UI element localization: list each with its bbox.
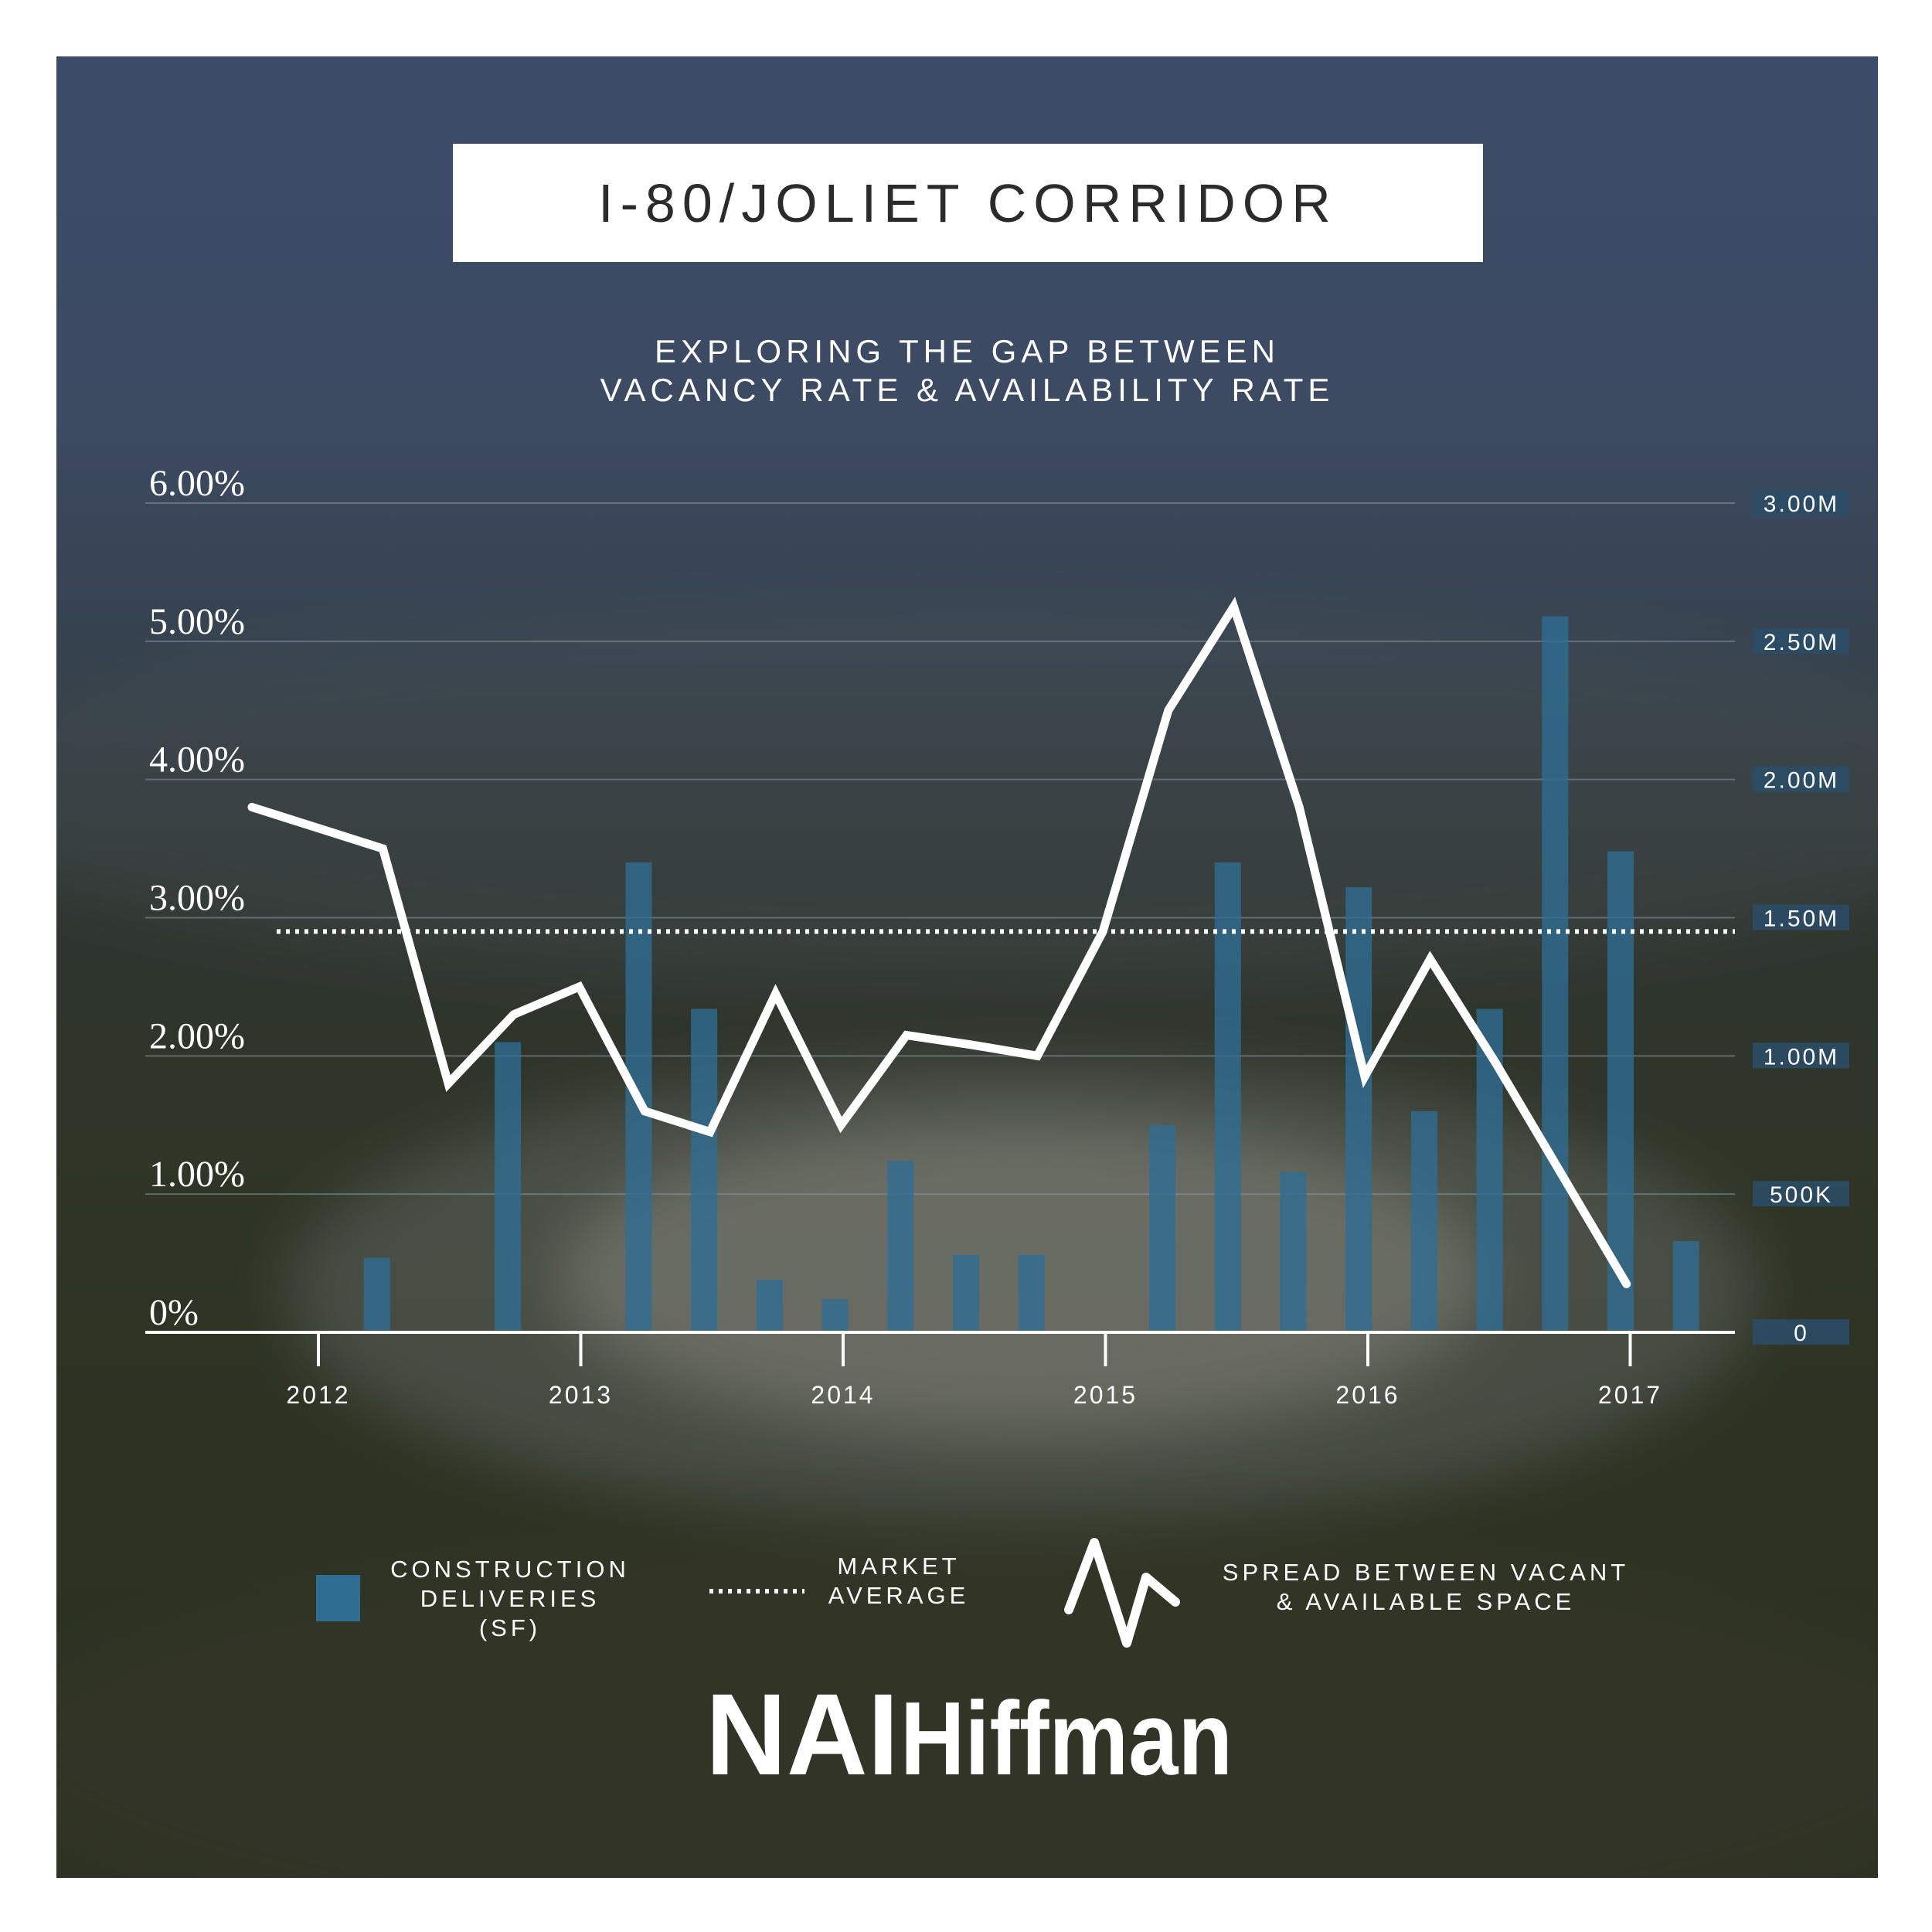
y-left-tick-label: 1.00% xyxy=(149,1154,245,1195)
x-tick-label: 2016 xyxy=(1335,1381,1400,1409)
y-right-tick-box xyxy=(1753,1319,1849,1345)
legend-spread-line-1: SPREAD BETWEEN VACANT xyxy=(1223,1559,1629,1586)
y-left-tick-label: 6.00% xyxy=(149,463,245,504)
delivery-bar xyxy=(1410,1111,1437,1332)
subtitle-line-2: VACANCY RATE & AVAILABILITY RATE xyxy=(600,372,1335,408)
y-right-tick-label: 1.50M xyxy=(1764,906,1839,932)
brand-logo: NAI Hiffman xyxy=(706,1675,1233,1791)
y-left-tick-label: 5.00% xyxy=(149,601,245,642)
y-right-tick-label: 3.00M xyxy=(1764,492,1839,517)
spread-polyline xyxy=(247,597,1631,1288)
y-right-tick-box xyxy=(1753,490,1849,515)
y-left-tick-label: 4.00% xyxy=(149,740,245,781)
brand-logo-nai: NAI xyxy=(706,1675,899,1791)
y-left-tick-label: 3.00% xyxy=(149,878,245,919)
delivery-bar xyxy=(953,1254,979,1332)
delivery-bar xyxy=(1018,1254,1045,1332)
x-tick-label: 2012 xyxy=(286,1381,350,1409)
delivery-bar xyxy=(1345,887,1372,1332)
delivery-bar xyxy=(1542,616,1569,1332)
delivery-bar xyxy=(1149,1124,1176,1332)
y-left-tick-label: 0% xyxy=(149,1292,199,1333)
y-right-tick-label: 1.00M xyxy=(1764,1044,1839,1070)
delivery-bar xyxy=(363,1257,390,1332)
deliveries-bars xyxy=(363,616,1699,1332)
y-right-tick-label: 0 xyxy=(1794,1321,1809,1346)
photo-haze xyxy=(56,597,1878,984)
y-right-tick-box xyxy=(1753,904,1849,930)
delivery-bar xyxy=(887,1161,914,1332)
x-tick-label: 2015 xyxy=(1073,1381,1138,1409)
legend-deliveries-line-3: (SF) xyxy=(479,1614,541,1641)
y-right-tick-label: 500K xyxy=(1770,1182,1833,1208)
y-right-tick-label: 2.00M xyxy=(1764,768,1839,794)
legend: CONSTRUCTION DELIVERIES (SF) MARKET AVER… xyxy=(316,1538,1629,1648)
delivery-bar xyxy=(1214,862,1241,1332)
legend-deliveries-swatch xyxy=(316,1575,360,1621)
legend-deliveries-line-2: DELIVERIES xyxy=(420,1585,600,1612)
infographic-panel: I-80/JOLIET CORRIDOR EXPLORING THE GAP B… xyxy=(56,56,1878,1878)
x-tick-label: 2017 xyxy=(1598,1381,1662,1409)
y-axis-right: 0 500K 1.00M 1.50M 2.00M 2.50M 3.00M xyxy=(1753,490,1849,1346)
y-right-tick-label: 2.50M xyxy=(1764,630,1839,655)
delivery-bar xyxy=(495,1042,522,1332)
y-right-tick-box xyxy=(1753,1043,1849,1069)
title-box: I-80/JOLIET CORRIDOR xyxy=(453,144,1483,262)
chart-title: I-80/JOLIET CORRIDOR xyxy=(598,172,1338,233)
subtitle-line-1: EXPLORING THE GAP BETWEEN xyxy=(655,333,1280,369)
y-right-tick-box xyxy=(1753,628,1849,654)
delivery-bar xyxy=(756,1280,783,1332)
y-left-tick-label: 2.00% xyxy=(149,1015,245,1056)
legend-market-line-2: AVERAGE xyxy=(828,1582,970,1609)
x-tick-label: 2013 xyxy=(549,1381,613,1409)
delivery-bar xyxy=(691,1009,718,1332)
delivery-bar xyxy=(1672,1240,1699,1332)
legend-spread-swatch xyxy=(1064,1538,1180,1648)
brand-logo-hiffman: Hiffman xyxy=(900,1680,1233,1791)
legend-spread-line-2: & AVAILABLE SPACE xyxy=(1277,1588,1576,1615)
x-tick-label: 2014 xyxy=(811,1381,875,1409)
y-right-tick-box xyxy=(1753,766,1849,792)
legend-market-line-1: MARKET xyxy=(837,1553,960,1580)
spread-line xyxy=(247,597,1631,1288)
y-right-tick-box xyxy=(1753,1181,1849,1207)
delivery-bar xyxy=(1280,1172,1307,1332)
chart: 0% 1.00% 2.00% 3.00% 4.00% 5.00% 6.00% 0 500K 1.… xyxy=(145,463,1849,1648)
y-axis-left: 0% 1.00% 2.00% 3.00% 4.00% 5.00% 6.00% xyxy=(149,463,245,1333)
gridlines xyxy=(145,502,1735,1196)
legend-deliveries-line-1: CONSTRUCTION xyxy=(390,1556,630,1583)
x-axis: 2012 2013 2014 2015 2016 2017 xyxy=(145,1331,1735,1409)
delivery-bar xyxy=(821,1299,849,1332)
